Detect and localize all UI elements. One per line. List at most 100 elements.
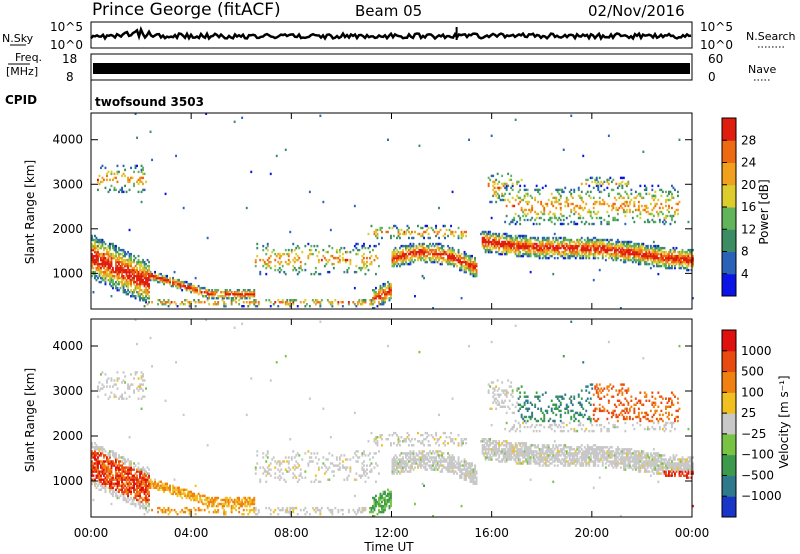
velocity-echo-cell xyxy=(241,322,244,325)
power-echo-cell xyxy=(510,174,513,178)
power-echo-cell xyxy=(592,256,595,260)
power-echo-cell xyxy=(588,210,591,214)
power-echo-cell xyxy=(637,208,640,212)
power-echo-cell xyxy=(130,289,132,292)
power-echo-cell xyxy=(562,214,565,218)
velocity-echo-cell xyxy=(142,486,144,489)
power-echo-cell xyxy=(621,184,624,188)
power-echo-cell xyxy=(426,228,428,232)
velocity-echo-cell xyxy=(163,510,165,514)
power-echo-cell xyxy=(657,250,660,254)
velocity-echo-cell xyxy=(136,482,138,485)
power-echo-cell xyxy=(447,262,449,266)
power-colorbar-label: Power [dB] xyxy=(757,179,771,244)
velocity-echo-cell xyxy=(109,454,111,457)
velocity-echo-cell xyxy=(346,476,349,479)
velocity-echo-cell xyxy=(221,504,224,508)
power-echo-cell xyxy=(663,264,666,268)
power-echo-cell xyxy=(579,214,582,218)
power-echo-cell xyxy=(600,246,603,250)
power-echo-cell xyxy=(549,254,552,258)
power-echo-cell xyxy=(540,246,543,250)
power-echo-cell xyxy=(130,278,132,282)
power-echo-cell xyxy=(606,222,609,226)
velocity-echo-cell xyxy=(299,474,302,477)
power-echo-cell xyxy=(634,256,637,260)
velocity-echo-cell xyxy=(319,320,322,323)
power-echo-cell xyxy=(492,174,495,178)
power-echo-cell xyxy=(689,252,691,256)
power-echo-cell xyxy=(580,220,583,224)
power-echo-cell xyxy=(131,293,134,296)
power-echo-cell xyxy=(411,230,413,234)
power-echo-cell xyxy=(628,258,631,262)
power-echo-cell xyxy=(686,250,688,254)
velocity-echo-cell xyxy=(209,498,212,502)
power-echo-cell xyxy=(444,232,446,236)
velocity-echo-cell xyxy=(116,377,119,380)
power-echo-cell xyxy=(669,198,672,202)
velocity-echo-cell xyxy=(136,470,138,473)
power-echo-cell xyxy=(618,244,621,248)
power-echo-cell xyxy=(94,258,96,262)
velocity-echo-cell xyxy=(269,379,272,382)
power-echo-cell xyxy=(439,254,442,258)
power-echo-cell xyxy=(427,236,430,240)
power-echo-cell xyxy=(523,240,526,244)
power-echo-cell xyxy=(148,297,150,300)
power-echo-cell xyxy=(600,248,603,252)
power-echo-cell xyxy=(115,176,117,180)
power-echo-cell xyxy=(242,301,245,304)
power-echo-cell xyxy=(489,250,492,254)
velocity-echo-cell xyxy=(122,379,125,382)
power-echo-cell xyxy=(378,297,380,300)
velocity-echo-cell xyxy=(190,490,193,494)
velocity-echo-cell xyxy=(169,488,171,491)
velocity-echo-cell xyxy=(254,513,257,516)
velocity-echo-cell xyxy=(335,458,338,461)
power-echo-cell xyxy=(136,272,138,276)
power-echo-cell xyxy=(98,270,101,274)
power-echo-cell xyxy=(576,252,579,256)
velocity-echo-cell xyxy=(158,480,161,483)
power-echo-cell xyxy=(603,246,606,250)
power-echo-cell xyxy=(639,212,642,216)
power-echo-cell xyxy=(247,295,250,298)
velocity-echo-cell xyxy=(286,508,289,512)
power-echo-cell xyxy=(529,244,532,248)
power-echo-cell xyxy=(427,226,430,230)
power-echo-cell xyxy=(562,236,565,240)
velocity-echo-cell xyxy=(284,456,287,459)
power-echo-cell xyxy=(140,190,143,194)
velocity-echo-cell xyxy=(308,397,311,400)
power-echo-cell xyxy=(119,276,122,280)
power-echo-cell xyxy=(484,238,487,242)
power-echo-cell xyxy=(426,260,428,264)
velocity-echo-cell xyxy=(109,482,111,485)
power-echo-cell xyxy=(465,256,467,260)
power-echo-cell xyxy=(436,244,439,248)
power-echo-cell xyxy=(454,262,457,266)
velocity-echo-cell xyxy=(188,494,191,498)
power-echo-cell xyxy=(91,264,93,268)
velocity-echo-cell xyxy=(118,462,120,465)
power-echo-cell xyxy=(167,278,170,282)
nave-tick-low: 0 xyxy=(708,70,716,84)
velocity-echo-cell xyxy=(280,508,283,512)
power-echo-cell xyxy=(341,252,344,256)
power-echo-cell xyxy=(579,206,582,210)
power-echo-cell xyxy=(555,246,558,250)
power-echo-cell xyxy=(565,196,568,200)
velocity-echo-cell xyxy=(349,470,352,473)
power-echo-cell xyxy=(652,260,655,264)
power-echo-cell xyxy=(639,248,642,252)
power-echo-cell xyxy=(149,276,152,280)
power-echo-cell xyxy=(145,274,147,278)
power-echo-cell xyxy=(97,240,99,244)
power-echo-cell xyxy=(661,256,664,260)
power-echo-cell xyxy=(420,256,422,260)
power-echo-cell xyxy=(568,238,571,242)
power-echo-cell xyxy=(502,248,505,252)
power-echo-cell xyxy=(489,230,492,234)
power-echo-cell xyxy=(254,299,257,302)
